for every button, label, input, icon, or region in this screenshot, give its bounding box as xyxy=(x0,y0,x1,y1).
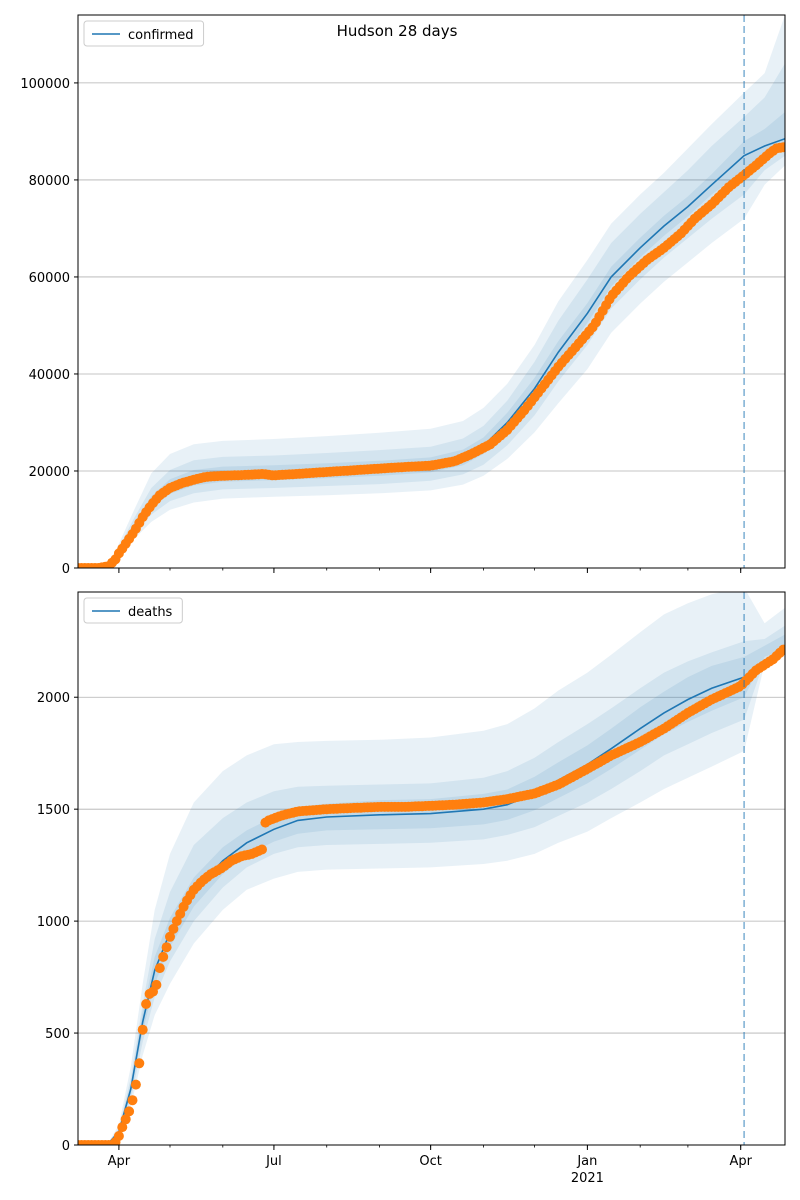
deaths-observed-point xyxy=(130,1079,141,1090)
x-tick-label: Jul xyxy=(265,1154,282,1169)
deaths-observed-point xyxy=(113,1131,124,1141)
confirmed-y-tick-label: 100000 xyxy=(20,77,70,92)
deaths-legend-label: deaths xyxy=(128,605,173,620)
deaths-observed-point xyxy=(151,979,162,990)
deaths-observed-point xyxy=(165,931,175,942)
confirmed-observed-series xyxy=(78,142,785,568)
x-tick-label: Apr xyxy=(108,1154,131,1169)
confirmed-plot-area xyxy=(78,15,785,568)
figure-title: Hudson 28 days xyxy=(337,22,458,40)
confirmed-legend: confirmed xyxy=(83,20,205,47)
confirmed-y-tick-label: 80000 xyxy=(29,174,70,189)
deaths-y-tick-label: 1000 xyxy=(37,915,70,930)
confirmed-band-2 xyxy=(78,63,785,568)
deaths-observed-point xyxy=(124,1106,135,1117)
deaths-observed-point xyxy=(257,844,267,855)
deaths-observed-point xyxy=(120,1114,131,1125)
deaths-panel: 0 500 1000 1500 2000 Apr Jul Oct Jan 2021 Apr death… xyxy=(37,591,786,1186)
x-tick-label: Apr xyxy=(729,1154,752,1169)
deaths-y-tick-label: 500 xyxy=(45,1027,70,1042)
deaths-legend-box xyxy=(83,597,183,624)
deaths-observed-point xyxy=(117,1122,128,1133)
confirmed-axes-frame xyxy=(77,14,786,569)
deaths-observed-point xyxy=(168,923,179,934)
deaths-observed-series xyxy=(78,644,785,1145)
deaths-band-1 xyxy=(78,592,785,1145)
deaths-axes-frame xyxy=(77,591,786,1146)
confirmed-y-tick-label: 60000 xyxy=(29,271,70,286)
x-tick-sublabel: 2021 xyxy=(571,1171,604,1186)
deaths-y-tick-label: 2000 xyxy=(37,691,70,706)
deaths-observed-point xyxy=(158,951,169,962)
confirmed-legend-box xyxy=(83,20,205,47)
deaths-y-tick-label: 1500 xyxy=(37,803,70,818)
deaths-observed-point xyxy=(161,942,172,953)
deaths-legend: deaths xyxy=(83,597,183,624)
x-tick-label: Oct xyxy=(419,1154,441,1169)
deaths-plot-area xyxy=(78,592,785,1145)
confirmed-legend-label: confirmed xyxy=(128,28,194,43)
x-tick-label: Jan xyxy=(576,1154,597,1169)
deaths-observed-point xyxy=(137,1024,148,1035)
confirmed-y-tick-label: 40000 xyxy=(29,368,70,383)
deaths-observed-point xyxy=(134,1058,145,1069)
confirmed-y-tick-label: 0 xyxy=(62,562,70,577)
confirmed-panel: 0 20000 40000 60000 80000 100000 confirmed xyxy=(20,14,786,577)
deaths-observed-point xyxy=(141,999,152,1009)
confirmed-observed-point xyxy=(778,142,785,153)
deaths-observed-point xyxy=(127,1095,138,1106)
deaths-y-tick-label: 0 xyxy=(62,1139,70,1154)
deaths-observed-point xyxy=(154,963,165,974)
confirmed-y-tick-label: 20000 xyxy=(29,465,70,480)
deaths-observed-point xyxy=(778,644,785,655)
